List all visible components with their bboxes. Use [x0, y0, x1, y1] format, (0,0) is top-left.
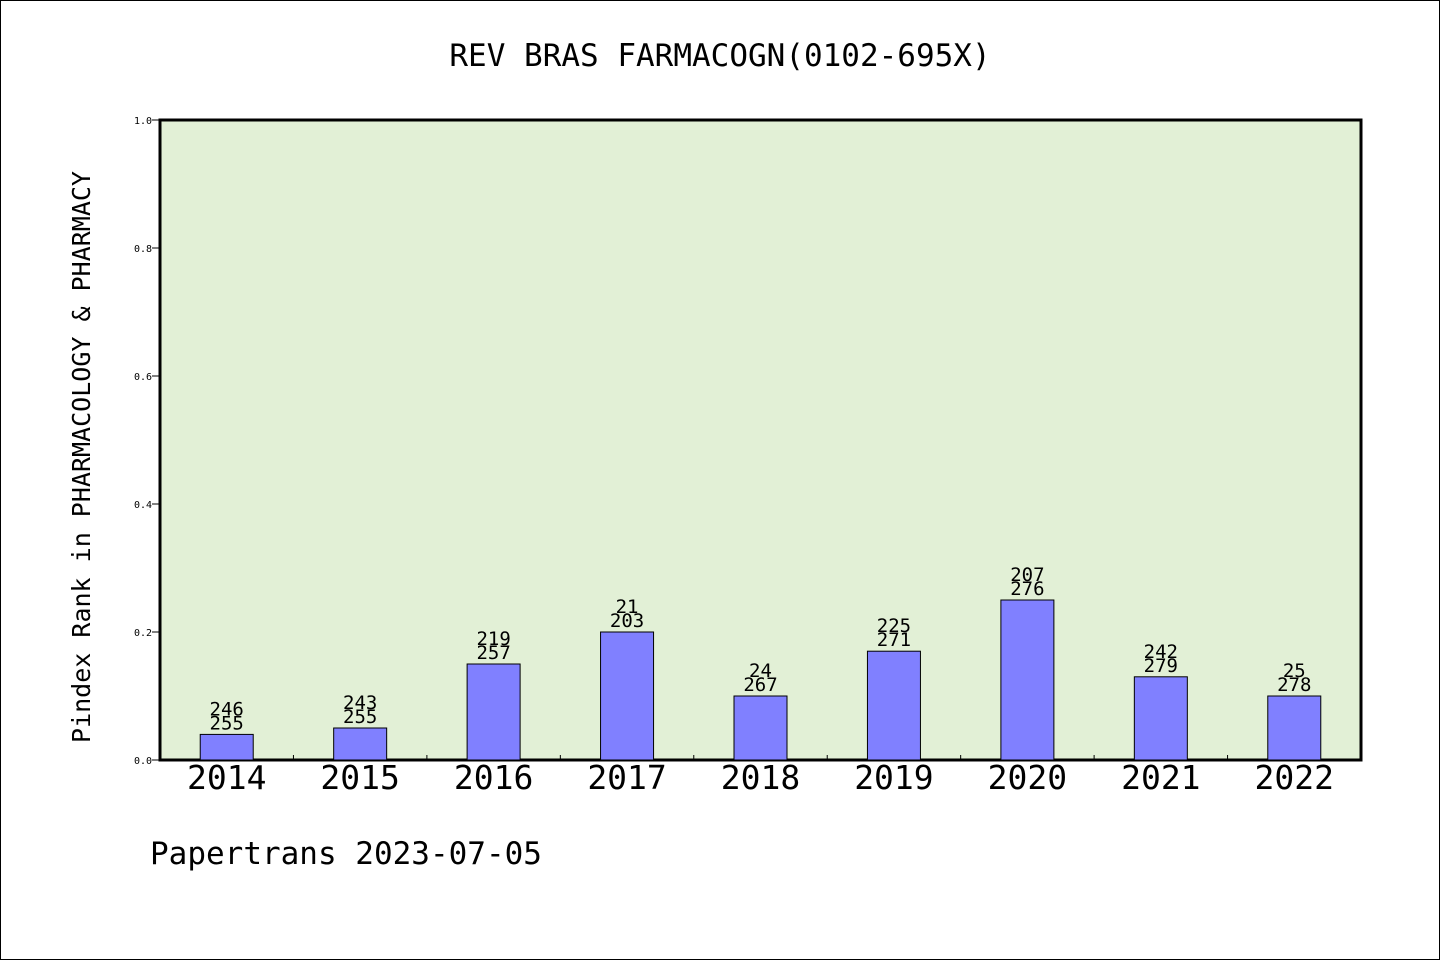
y-tick-label: 0.8 [134, 244, 152, 255]
bar-2016 [466, 663, 521, 761]
y-tick-label: 0.2 [134, 628, 152, 639]
y-tick-label: 0.4 [134, 500, 152, 511]
rank-label: 207 [1010, 564, 1044, 586]
y-tick-label: 1.0 [134, 116, 152, 127]
bar-2019 [866, 650, 921, 761]
rank-label: 246 [210, 698, 244, 720]
rank-label: 21 [616, 596, 639, 618]
x-tick-label: 2022 [1255, 758, 1334, 797]
total-label: 203 [610, 610, 644, 632]
rank-label: 243 [343, 692, 377, 714]
bar-2015 [333, 727, 388, 761]
bar-2020 [1000, 599, 1055, 761]
total-label: 271 [877, 629, 911, 651]
y-tick-label: 0.0 [134, 756, 152, 767]
rank-label: 219 [476, 628, 510, 650]
x-tick-label: 2016 [454, 758, 533, 797]
x-tick-label: 2018 [721, 758, 800, 797]
total-label: 257 [476, 642, 510, 664]
bar-2018 [733, 695, 788, 761]
x-tick-label: 2014 [187, 758, 266, 797]
data-labels: 2462552432552192572120324267225271207276… [210, 564, 1312, 734]
x-tick-label: 2015 [320, 758, 399, 797]
x-tick-label: 2017 [587, 758, 666, 797]
y-tick-label: 0.6 [134, 372, 152, 383]
total-label: 255 [343, 706, 377, 728]
rank-label: 242 [1144, 641, 1178, 663]
total-label: 279 [1144, 655, 1178, 677]
x-axis-ticks: 2014 2015 2016 2017 2018 2019 2020 2021 2022 [187, 755, 1334, 797]
total-label: 278 [1277, 674, 1311, 696]
bar-2014 [199, 733, 254, 761]
total-label: 276 [1010, 578, 1044, 600]
footer-source-date: Papertrans 2023-07-05 [150, 836, 542, 872]
x-tick-label: 2019 [854, 758, 933, 797]
chart-title: REV BRAS FARMACOGN(0102-695X) [449, 38, 990, 74]
y-axis-ticks: 0.0 0.2 0.4 0.6 0.8 1.0 [134, 116, 160, 767]
bar-2022 [1267, 695, 1322, 761]
rank-label: 225 [877, 615, 911, 637]
y-axis-label: Pindex Rank in PHARMACOLOGY & PHARMACY [67, 171, 96, 743]
total-label: 255 [210, 712, 244, 734]
bars [199, 599, 1322, 761]
x-tick-label: 2021 [1121, 758, 1200, 797]
plot-area [158, 118, 1363, 762]
bar-2021 [1133, 676, 1188, 761]
total-label: 267 [743, 674, 777, 696]
rank-label: 24 [749, 660, 772, 682]
rank-label: 25 [1283, 660, 1306, 682]
x-tick-label: 2020 [988, 758, 1067, 797]
bar-2017 [600, 631, 655, 761]
